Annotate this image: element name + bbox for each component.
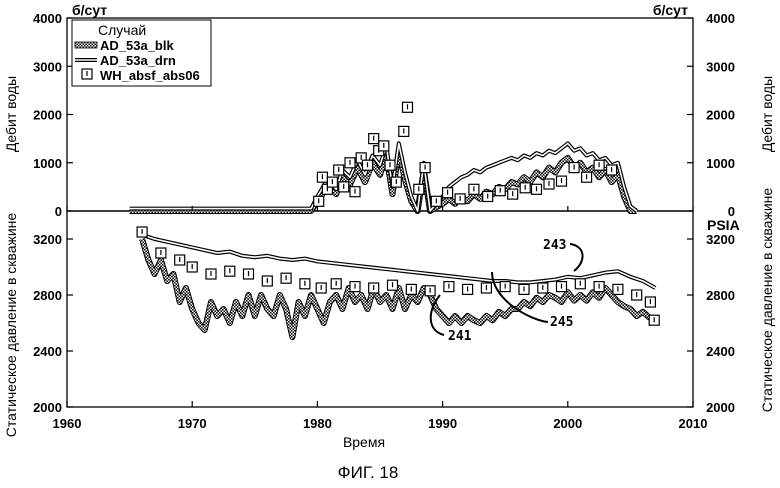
legend-label-drn: AD_53a_drn: [100, 53, 176, 68]
x-tick-label: 1970: [178, 416, 207, 431]
callout-243: 243: [543, 238, 566, 253]
bottom-right-ytick-label: 2000: [706, 400, 735, 415]
top-right-ytick-label: 1000: [706, 156, 735, 171]
bottom-left-ylabel: Статическое давление в скважине: [3, 213, 19, 438]
top-right-ytick-label: 3000: [706, 59, 735, 74]
bottom-right-ylabel: Статическое давление в скважине: [759, 188, 775, 413]
top-left-unit: б/сут: [72, 2, 107, 18]
x-axis-title: Время: [343, 434, 385, 450]
bottom-series-layer: [137, 227, 659, 337]
top-left-ytick-label: 4000: [33, 11, 62, 26]
top-right-ylabel: Дебит воды: [759, 76, 775, 152]
top-left-ytick-label: 2000: [33, 108, 62, 123]
bottom-right-ytick-label: 3200: [706, 232, 735, 247]
legend-label-blk: AD_53a_blk: [100, 38, 174, 53]
callout-245: 245: [550, 315, 573, 330]
x-tick-label: 2010: [679, 416, 708, 431]
top-right-unit: б/сут: [653, 2, 688, 18]
x-tick-label: 1980: [303, 416, 332, 431]
legend-title: Случай: [98, 22, 146, 38]
top-left-ytick-label: 1000: [33, 156, 62, 171]
x-tick-label: 1990: [428, 416, 457, 431]
callout-leader-243: [570, 244, 583, 271]
bottom-left-ytick-label: 2400: [33, 344, 62, 359]
top-right-ytick-label: 2000: [706, 108, 735, 123]
legend-swatch-blk: [75, 42, 97, 48]
top-right-ytick-label: 4000: [706, 11, 735, 26]
legend-label-wh: WH_absf_abs06: [100, 68, 200, 83]
bottom-right-ytick-label: 2400: [706, 344, 735, 359]
top-left-ytick-label: 0: [55, 204, 62, 219]
legend: Случай AD_53a_blk AD_53a_drn WH_absf_abs…: [72, 20, 211, 86]
bottom-left-ytick-label: 2800: [33, 288, 62, 303]
x-tick-label: 2000: [553, 416, 582, 431]
bottom-left-ytick-label: 3200: [33, 232, 62, 247]
bottom-right-ytick-label: 2800: [706, 288, 735, 303]
top-left-ytick-label: 3000: [33, 59, 62, 74]
top-left-ylabel: Дебит воды: [3, 76, 19, 152]
x-tick-label: 1960: [53, 416, 82, 431]
top-series-layer: [130, 102, 637, 211]
callout-241: 241: [448, 329, 472, 344]
bottom-right-unit: PSIA: [707, 217, 740, 233]
bottom-left-ytick-label: 2000: [33, 400, 62, 415]
figure-caption: ФИГ. 18: [338, 463, 399, 482]
